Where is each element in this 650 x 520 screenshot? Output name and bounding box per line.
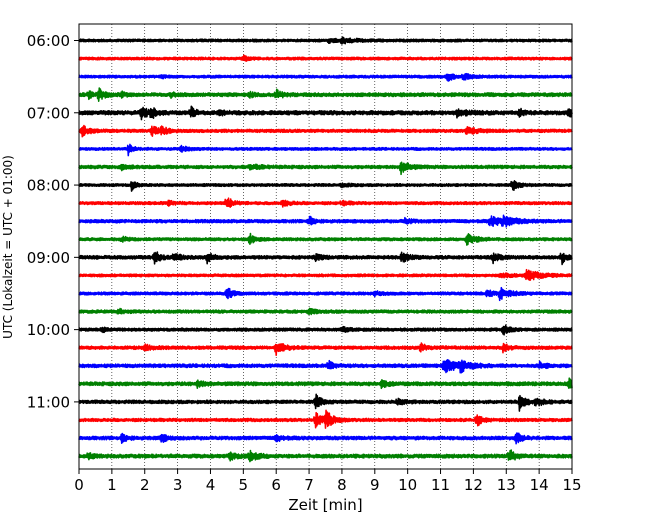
y-tick-label-0700: 07:00 (27, 104, 70, 122)
trace-0930 (78, 286, 573, 302)
y-tick-label-1000: 10:00 (27, 321, 70, 339)
trace-0945 (78, 307, 573, 316)
trace-1145 (78, 449, 573, 463)
trace-0700 (78, 105, 573, 121)
trace-0830 (78, 214, 573, 228)
trace-1045 (78, 377, 573, 390)
trace-0900 (78, 251, 573, 266)
y-tick-label-0900: 09:00 (27, 249, 70, 267)
x-tick-label-7: 7 (304, 476, 314, 494)
trace-0600 (78, 36, 573, 45)
x-tick-label-9: 9 (370, 476, 380, 494)
x-tick-label-11: 11 (431, 476, 450, 494)
y-axis-ticks: 06:00 07:00 08:00 09:00 10:00 11:00 (27, 32, 79, 411)
trace-0630 (78, 72, 573, 82)
x-tick-label-5: 5 (239, 476, 249, 494)
trace-0815 (78, 197, 573, 208)
x-axis-ticks: 0 1 2 3 4 5 6 7 8 9 10 11 12 13 14 15 (74, 469, 582, 494)
trace-0645 (78, 87, 573, 102)
trace-0715 (78, 124, 573, 138)
trace-1000 (78, 324, 573, 336)
x-tick-label-8: 8 (337, 476, 347, 494)
trace-0915 (78, 268, 573, 281)
x-tick-label-6: 6 (271, 476, 281, 494)
trace-1100 (78, 393, 573, 412)
trace-1115 (78, 409, 573, 429)
x-tick-label-4: 4 (206, 476, 216, 494)
x-tick-label-15: 15 (562, 476, 581, 494)
x-axis-label: Zeit [min] (288, 496, 362, 514)
trace-0745 (78, 161, 573, 176)
trace-1030 (78, 359, 573, 374)
y-tick-label-0600: 06:00 (27, 32, 70, 50)
minute-grid (111, 24, 540, 469)
y-tick-label-0800: 08:00 (27, 177, 70, 195)
trace-1130 (78, 432, 573, 445)
x-tick-label-10: 10 (398, 476, 417, 494)
x-tick-label-12: 12 (464, 476, 483, 494)
plot-frame (78, 23, 573, 470)
x-tick-label-13: 13 (497, 476, 516, 494)
trace-0730 (78, 143, 573, 157)
seismogram-traces (78, 36, 573, 463)
trace-0615 (78, 54, 573, 62)
x-tick-label-1: 1 (107, 476, 117, 494)
trace-0800 (78, 180, 573, 192)
x-tick-label-14: 14 (530, 476, 549, 494)
y-axis-label: UTC (Lokalzeit = UTC + 01:00) (1, 155, 15, 339)
x-tick-label-0: 0 (74, 476, 84, 494)
trace-1015 (78, 342, 573, 357)
y-tick-label-1100: 11:00 (27, 393, 70, 411)
trace-0845 (78, 232, 573, 246)
x-tick-label-2: 2 (140, 476, 150, 494)
x-tick-label-3: 3 (173, 476, 183, 494)
